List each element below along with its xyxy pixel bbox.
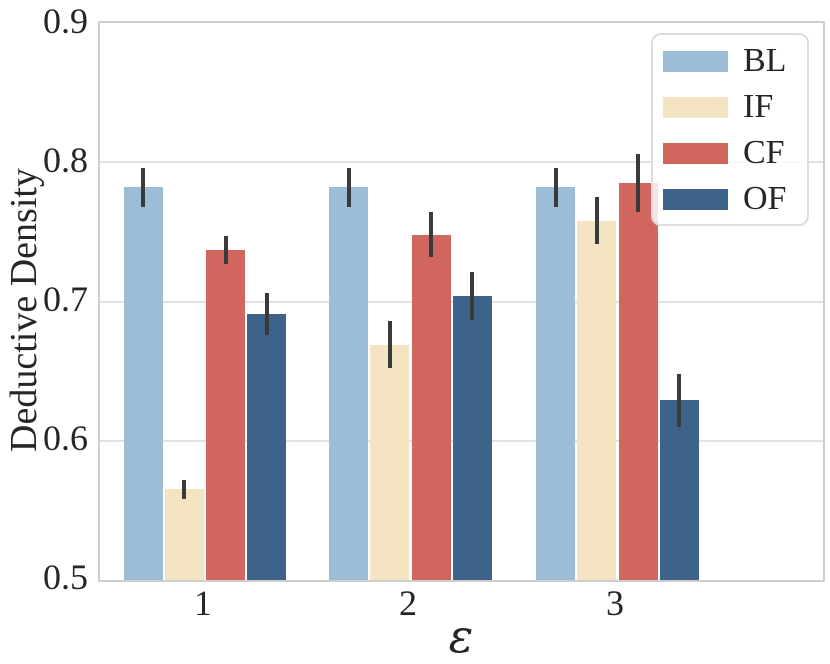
bar-CF-group-2 bbox=[411, 234, 451, 580]
error-bar-BL-group-1 bbox=[141, 167, 146, 207]
legend-swatch-OF bbox=[663, 188, 728, 210]
x-tick-1: 1 bbox=[194, 583, 212, 623]
bar-BL-group-1 bbox=[123, 187, 163, 580]
error-bar-BL-group-3 bbox=[553, 167, 558, 207]
error-bar-CF-group-1 bbox=[223, 236, 228, 264]
legend-label-CF: CF bbox=[743, 134, 785, 171]
gridline-0.8 bbox=[100, 161, 823, 164]
legend-item-OF: OF bbox=[653, 176, 807, 222]
bar-CF-group-3 bbox=[618, 183, 658, 580]
y-tick-0-5: 0.5 bbox=[43, 557, 88, 597]
bar-IF-group-3 bbox=[577, 220, 617, 580]
bar-OF-group-2 bbox=[452, 295, 492, 580]
bar-OF-group-3 bbox=[659, 400, 699, 580]
bar-OF-group-1 bbox=[247, 314, 287, 580]
error-bar-IF-group-2 bbox=[387, 320, 392, 369]
legend-swatch-IF bbox=[663, 96, 728, 118]
error-bar-OF-group-1 bbox=[264, 293, 269, 335]
y-tick-0-8: 0.8 bbox=[43, 140, 88, 180]
bar-CF-group-1 bbox=[206, 249, 246, 580]
bar-IF-group-1 bbox=[164, 489, 204, 580]
x-axis-label: ε bbox=[448, 609, 474, 663]
legend-item-IF: IF bbox=[653, 84, 807, 130]
error-bar-BL-group-2 bbox=[346, 167, 351, 207]
legend: BL IF CF OF bbox=[651, 33, 809, 226]
y-tick-0-7: 0.7 bbox=[43, 279, 88, 319]
y-tick-0-6: 0.6 bbox=[43, 418, 88, 458]
y-tick-0-9: 0.9 bbox=[43, 1, 88, 41]
error-bar-OF-group-2 bbox=[470, 272, 475, 320]
error-bar-CF-group-2 bbox=[429, 212, 434, 257]
legend-label-IF: IF bbox=[743, 88, 774, 125]
legend-swatch-CF bbox=[663, 142, 728, 164]
legend-label-OF: OF bbox=[743, 180, 787, 217]
error-bar-OF-group-3 bbox=[677, 373, 682, 427]
error-bar-CF-group-3 bbox=[636, 153, 641, 213]
x-tick-2: 2 bbox=[399, 583, 417, 623]
bar-IF-group-2 bbox=[370, 344, 410, 580]
error-bar-IF-group-1 bbox=[182, 479, 187, 500]
error-bar-IF-group-3 bbox=[594, 197, 599, 245]
x-tick-3: 3 bbox=[606, 583, 624, 623]
bar-BL-group-3 bbox=[536, 187, 576, 580]
legend-label-BL: BL bbox=[743, 42, 787, 79]
legend-item-CF: CF bbox=[653, 130, 807, 176]
legend-swatch-BL bbox=[663, 50, 728, 72]
legend-item-BL: BL bbox=[653, 38, 807, 84]
bar-BL-group-2 bbox=[329, 187, 369, 580]
